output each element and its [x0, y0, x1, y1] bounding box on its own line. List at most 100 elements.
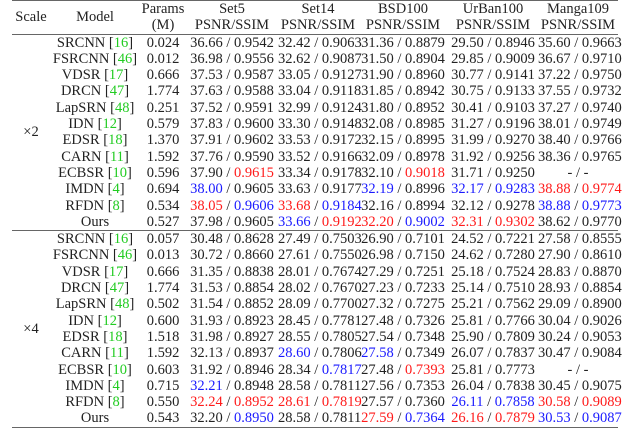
psnr-value: 28.55 [278, 328, 311, 345]
psnr-ssim-cell: 30.47 / 0.9084 [538, 345, 622, 362]
psnr-ssim-cell: 37.63 / 0.9588 [190, 83, 274, 100]
model-name: ECBSR [10] [58, 164, 132, 181]
ssim-value: 0.7879 [495, 410, 535, 427]
psnr-value: 27.58 [538, 231, 571, 248]
params-value: 0.502 [146, 296, 180, 313]
citation-link[interactable]: 48 [114, 296, 130, 313]
ssim-value: 0.9270 [495, 132, 535, 149]
citation-link[interactable]: 46 [117, 247, 133, 264]
psnr-value: 31.93 [190, 312, 223, 329]
psnr-value: 25.21 [451, 296, 484, 313]
citation-link[interactable]: 8 [112, 197, 120, 214]
citation-link[interactable]: 18 [108, 328, 123, 345]
psnr-value: 31.92 [451, 148, 484, 165]
psnr-ssim-cell: 31.92 / 0.9256 [451, 148, 535, 165]
header-params: Params [140, 0, 186, 18]
psnr-ssim-cell: 32.31 / 0.9302 [448, 213, 538, 232]
ssim-value: 0.7251 [405, 263, 445, 280]
params-value: 1.370 [146, 132, 180, 149]
ssim-value: 0.7817 [321, 361, 362, 378]
citation-link[interactable]: 46 [117, 50, 133, 67]
ssim-value: 0.9124 [321, 99, 362, 116]
psnr-ssim-cell: 30.77 / 0.9141 [451, 67, 535, 84]
ssim-value: 0.8838 [234, 263, 274, 280]
ssim-value: 0.7773 [495, 361, 535, 378]
psnr-value: 27.59 [361, 410, 394, 427]
psnr-value: 27.23 [361, 280, 394, 297]
ssim-value: 0.9075 [581, 377, 622, 394]
psnr-value: 25.14 [451, 280, 484, 297]
ssim-value: 0.7858 [494, 394, 535, 411]
citation-link[interactable]: 12 [102, 312, 117, 329]
psnr-value: - [567, 361, 573, 378]
scale-label: ×4 [12, 230, 50, 428]
model-label: LapSRN [55, 296, 107, 313]
ssim-value: 0.9177 [321, 181, 362, 198]
citation-link[interactable]: 10 [112, 164, 128, 181]
citation-link[interactable]: 4 [112, 181, 120, 198]
psnr-ssim-cell: 32.10 / 0.9018 [361, 164, 445, 181]
psnr-value: 26.04 [451, 377, 484, 394]
ssim-value: 0.7280 [495, 247, 535, 264]
citation-link[interactable]: 47 [109, 280, 125, 297]
ssim-value: 0.7809 [495, 328, 535, 345]
ssim-value: 0.7275 [405, 296, 445, 313]
psnr-value: 27.48 [361, 361, 394, 378]
ssim-value: 0.9732 [581, 83, 622, 100]
ssim-value: 0.7349 [405, 345, 445, 362]
results-table: Scale Model Params Set5 Set14 BSD100 UrB… [12, 0, 622, 428]
citation-link[interactable]: 18 [108, 132, 123, 149]
params-value: 1.592 [146, 148, 180, 165]
psnr-ssim-cell: 32.20 / 0.8950 [186, 410, 278, 428]
psnr-value: 27.32 [361, 296, 394, 313]
psnr-ssim-cell: 28.61 / 0.7819 [278, 394, 362, 411]
psnr-ssim-cell: 32.21 / 0.8948 [190, 377, 274, 394]
psnr-ssim-cell: 33.34 / 0.9178 [278, 164, 362, 181]
psnr-ssim-cell: 28.55 / 0.7805 [278, 328, 362, 345]
citation-link[interactable]: 48 [114, 99, 130, 116]
psnr-value: 31.53 [190, 280, 223, 297]
psnr-value: 37.22 [538, 67, 571, 84]
psnr-value: 38.62 [538, 213, 571, 230]
ssim-value: 0.7393 [405, 361, 445, 378]
ssim-value: 0.8923 [234, 312, 274, 329]
citation-link[interactable]: 12 [102, 116, 117, 133]
model-name: LapSRN [48] [55, 99, 135, 116]
psnr-ssim-cell: 33.04 / 0.9118 [278, 83, 362, 100]
citation-link[interactable]: 4 [112, 377, 120, 394]
ssim-value: - [583, 164, 589, 181]
citation-link[interactable]: 17 [108, 67, 124, 84]
psnr-ssim-cell: 27.48 / 0.7393 [361, 361, 445, 378]
citation-link[interactable]: 11 [109, 345, 124, 362]
model-label: EDSR [62, 328, 100, 345]
psnr-ssim-cell: 28.60 / 0.7806 [278, 345, 362, 362]
header-dataset-set5: Set5 [186, 0, 278, 18]
psnr-ssim-cell: 31.53 / 0.8854 [190, 280, 274, 297]
psnr-value: 37.63 [190, 83, 223, 100]
psnr-ssim-cell: 31.80 / 0.8952 [361, 99, 445, 116]
citation-link[interactable]: 17 [108, 263, 124, 280]
citation-link[interactable]: 47 [109, 83, 125, 100]
ssim-value: 0.9026 [581, 312, 622, 329]
model-label: VDSR [61, 67, 101, 84]
psnr-value: 33.53 [278, 132, 311, 149]
citation-link[interactable]: 16 [113, 231, 129, 248]
psnr-ssim-cell: 37.52 / 0.9591 [190, 99, 274, 116]
ssim-value: 0.8946 [234, 361, 274, 378]
ssim-value: 0.9184 [321, 197, 362, 214]
model-label: LapSRN [55, 99, 107, 116]
citation-link[interactable]: 8 [112, 394, 120, 411]
citation-link[interactable]: 11 [109, 148, 124, 165]
header-dataset-urban100: UrBan100 [448, 0, 538, 18]
citation-link[interactable]: 10 [112, 361, 128, 378]
psnr-value: 31.92 [190, 361, 223, 378]
psnr-ssim-cell: 29.50 / 0.8946 [451, 34, 535, 51]
citation-link[interactable]: 16 [113, 34, 129, 51]
ssim-value: 0.9250 [495, 164, 535, 181]
ssim-value: 0.9587 [234, 67, 274, 84]
model-label: Ours [80, 410, 110, 427]
psnr-ssim-cell: 30.58 / 0.9089 [538, 394, 622, 411]
psnr-value: 28.61 [278, 394, 311, 411]
params-value: 0.534 [146, 197, 180, 214]
psnr-ssim-cell: 27.59 / 0.7364 [358, 410, 448, 428]
